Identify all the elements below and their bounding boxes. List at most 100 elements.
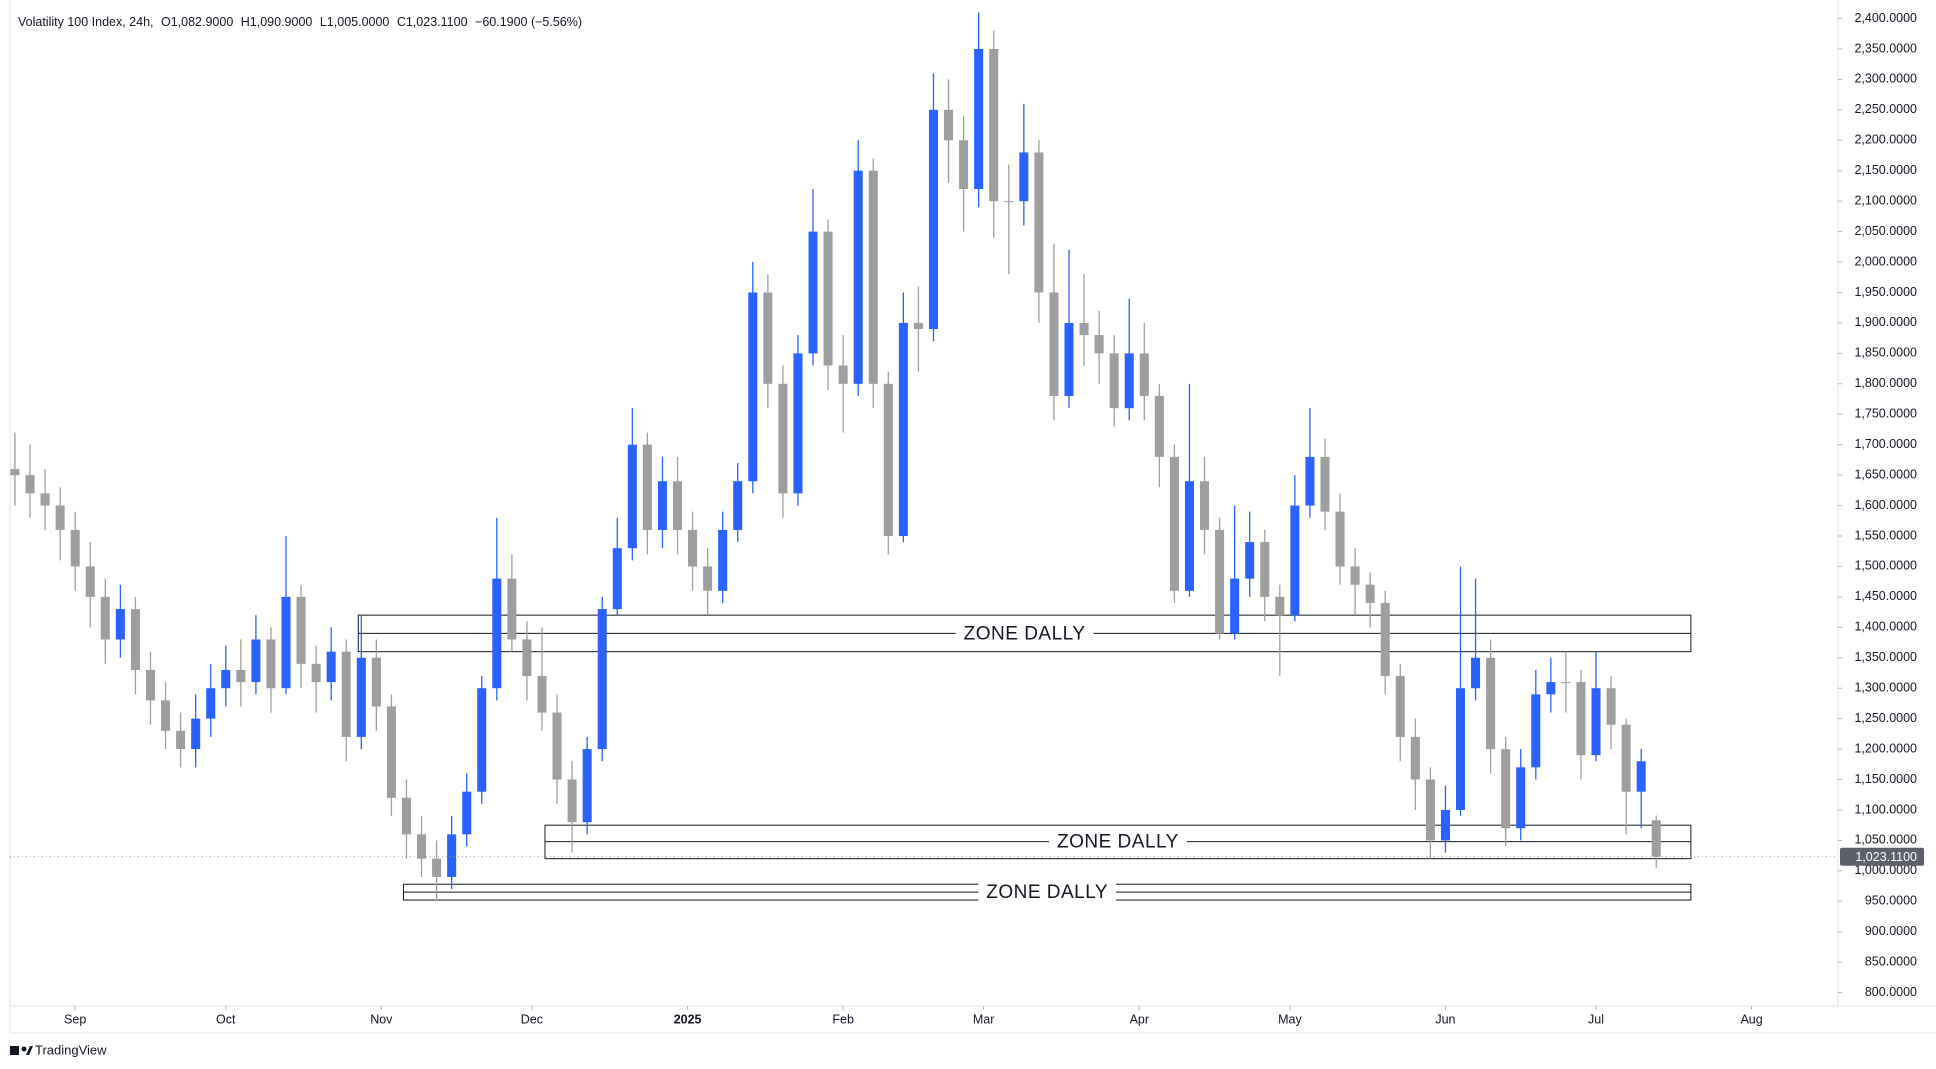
y-tick-label: 1,250.0000 — [1854, 711, 1917, 725]
candle-body — [1109, 353, 1119, 409]
candle-body — [688, 529, 698, 567]
candle-body — [1486, 657, 1496, 750]
candle-body — [1561, 682, 1571, 684]
candle — [1049, 243, 1059, 421]
candle — [1516, 749, 1526, 841]
ohlc-change: −60.1900 (−5.56%) — [475, 15, 582, 29]
candle-body — [1621, 724, 1631, 792]
brand-logo: TradingView — [10, 1042, 107, 1057]
candle — [642, 432, 652, 555]
y-tick-label: 1,600.0000 — [1854, 498, 1917, 512]
candle-body — [356, 657, 366, 737]
candle-body — [1034, 152, 1044, 293]
candle — [959, 115, 969, 232]
candle-body — [432, 858, 442, 877]
candle-body — [100, 596, 110, 640]
last-price-label: 1,023.1100 — [1855, 850, 1917, 864]
y-tick-label: 1,850.0000 — [1854, 346, 1917, 360]
candle-body — [1064, 322, 1074, 396]
candle — [944, 79, 954, 183]
x-tick-label: Jul — [1588, 1012, 1604, 1026]
y-tick-label: 2,000.0000 — [1854, 254, 1917, 268]
candle-body — [974, 48, 984, 189]
y-tick-label: 1,200.0000 — [1854, 741, 1917, 755]
candle — [40, 469, 50, 530]
x-tick-label: Dec — [521, 1012, 543, 1026]
candle — [1440, 785, 1450, 853]
candle — [1501, 736, 1511, 847]
candle-body — [883, 383, 893, 537]
candle — [251, 615, 261, 695]
y-tick-label: 1,050.0000 — [1854, 833, 1917, 847]
zone-label-bg — [955, 623, 1094, 644]
candle-body — [808, 231, 818, 354]
candle-body — [642, 444, 652, 530]
candle-body — [959, 140, 969, 189]
candle-body — [1365, 584, 1375, 603]
candle-body — [898, 322, 908, 537]
candle — [401, 779, 411, 859]
candle-body — [266, 639, 276, 689]
candle-body — [1335, 511, 1345, 567]
zone: ZONE DALLY — [357, 614, 1692, 653]
candle — [1320, 438, 1330, 530]
y-tick-label: 1,300.0000 — [1854, 681, 1917, 695]
candle — [1079, 274, 1089, 366]
y-tick-label: 1,700.0000 — [1854, 437, 1917, 451]
candle — [793, 335, 803, 506]
y-tick-label: 1,150.0000 — [1854, 772, 1917, 786]
candle — [1546, 657, 1556, 713]
candle — [733, 462, 743, 543]
candle-body — [161, 700, 171, 731]
candle — [1350, 548, 1360, 616]
candle-body — [1215, 529, 1225, 634]
candle-body — [1606, 688, 1616, 725]
candle-body — [1531, 694, 1541, 768]
candle-body — [221, 669, 231, 689]
zone: ZONE DALLY — [402, 882, 1692, 903]
candle — [100, 578, 110, 664]
candle — [928, 73, 939, 342]
y-tick-label: 1,450.0000 — [1854, 589, 1917, 603]
candle — [507, 554, 517, 652]
candle — [326, 627, 336, 701]
candle — [672, 456, 683, 555]
candle-body — [989, 48, 999, 202]
candle — [823, 219, 833, 390]
brand-name: TradingView — [35, 1042, 107, 1057]
candle-body — [1501, 749, 1511, 829]
ohlc-open: O1,082.9000 — [161, 15, 233, 29]
candle-body — [507, 578, 517, 640]
candle — [1486, 639, 1496, 774]
candle — [1215, 517, 1225, 640]
candle-body — [1094, 335, 1104, 354]
candle — [1531, 669, 1541, 780]
candle — [417, 816, 427, 877]
candle — [311, 645, 321, 713]
candle — [567, 761, 577, 853]
candle-body — [296, 596, 306, 664]
candle — [1200, 456, 1210, 555]
candle — [341, 639, 351, 762]
candle — [1019, 103, 1029, 226]
zone-label-bg — [1049, 831, 1187, 852]
candle — [748, 262, 758, 494]
candle-body — [55, 505, 65, 530]
candle — [1124, 298, 1134, 421]
candle-body — [462, 791, 472, 835]
y-tick-label: 900.0000 — [1865, 924, 1917, 938]
candle — [627, 408, 637, 561]
candle — [281, 536, 291, 695]
y-tick-label: 2,300.0000 — [1854, 72, 1917, 86]
x-tick-label: Jun — [1435, 1012, 1455, 1026]
y-tick-label: 1,750.0000 — [1854, 407, 1917, 421]
candle-body — [612, 548, 622, 610]
candle-body — [567, 779, 577, 823]
candle — [206, 663, 216, 737]
candle — [1395, 663, 1405, 762]
candle — [1109, 335, 1119, 427]
candle — [462, 773, 472, 847]
candle — [1425, 767, 1435, 859]
candle-body — [311, 663, 321, 683]
